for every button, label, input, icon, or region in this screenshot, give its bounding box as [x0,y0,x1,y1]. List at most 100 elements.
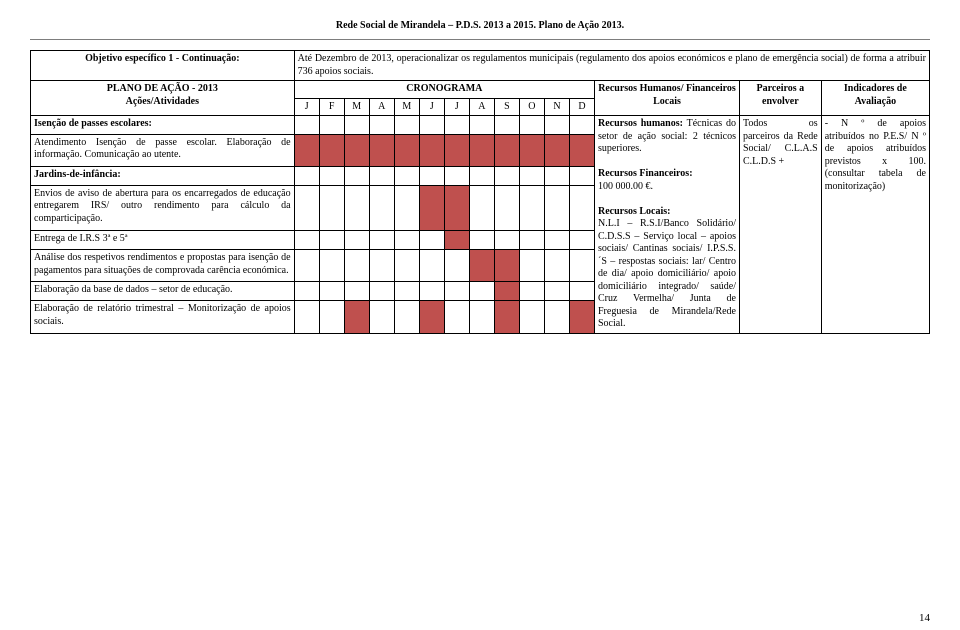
gantt-cell [294,301,319,333]
activity-text: Envios de aviso de abertura para os enca… [31,185,295,231]
gantt-cell [544,185,569,231]
gantt-cell [294,250,319,282]
indicadores-header: Indicadores de Avaliação [821,81,929,116]
gantt-cell [369,301,394,333]
gantt-cell [319,116,344,135]
gantt-cell [419,231,444,250]
plan-title: PLANO DE AÇÃO - 2013 [107,83,218,94]
objective-title: Objetivo específico 1 - Continuação: [85,53,239,64]
gantt-cell [294,282,319,301]
gantt-cell [419,301,444,333]
month-M2: M [394,98,419,116]
activity-row: Isenção de passes escolares:Recursos hum… [31,116,930,135]
gantt-cell [569,282,594,301]
gantt-cell [369,282,394,301]
activity-text: Entrega de I.R.S 3ª e 5ª [31,231,295,250]
intro-cell: Até Dezembro de 2013, operacionalizar os… [294,51,929,81]
gantt-cell [294,167,319,186]
gantt-cell [494,301,519,333]
gantt-cell [544,231,569,250]
intro-text: Até Dezembro de 2013, operacionalizar os… [298,53,926,77]
objective-title-cell: Objetivo específico 1 - Continuação: [31,51,295,81]
month-J2: J [419,98,444,116]
gantt-cell [469,282,494,301]
gantt-cell [544,301,569,333]
gantt-cell [369,250,394,282]
gantt-cell [469,231,494,250]
gantt-cell [394,116,419,135]
gantt-cell [519,231,544,250]
gantt-cell [569,185,594,231]
gantt-cell [469,301,494,333]
page-header: Rede Social de Mirandela – P.D.S. 2013 a… [30,20,930,31]
plan-header-cell: PLANO DE AÇÃO - 2013 Ações/Atividades [31,81,295,116]
month-D: D [569,98,594,116]
gantt-cell [444,250,469,282]
gantt-cell [469,116,494,135]
gantt-cell [394,301,419,333]
month-J3: J [444,98,469,116]
gantt-cell [544,282,569,301]
parceiros-cell: Todos os parceiros da Rede Social/ C.L.A… [739,116,821,334]
gantt-cell [344,282,369,301]
activity-text: Análise dos respetivos rendimentos e pro… [31,250,295,282]
gantt-cell [494,116,519,135]
month-J1: J [294,98,319,116]
rh-cell: Recursos humanos: Técnicas do setor de a… [595,116,740,334]
gantt-cell [294,116,319,135]
activity-text: Elaboração da base de dados – setor de e… [31,282,295,301]
gantt-cell [494,282,519,301]
gantt-cell [394,231,419,250]
gantt-cell [419,167,444,186]
gantt-cell [319,231,344,250]
gantt-cell [394,282,419,301]
gantt-cell [369,116,394,135]
month-A1: A [369,98,394,116]
activity-text: Isenção de passes escolares: [31,116,295,135]
gantt-cell [419,134,444,166]
gantt-cell [544,116,569,135]
gantt-cell [569,167,594,186]
gantt-cell [569,250,594,282]
month-O: O [519,98,544,116]
gantt-cell [344,167,369,186]
gantt-cell [319,250,344,282]
page-number: 14 [919,612,930,624]
gantt-cell [369,231,394,250]
indicadores-cell: - N º de apoios atribuídos no P.E.S/ N º… [821,116,929,334]
gantt-cell [294,185,319,231]
gantt-cell [369,185,394,231]
header-divider [30,39,930,40]
gantt-cell [444,301,469,333]
month-S: S [494,98,519,116]
parceiros-header: Parceiros a envolver [739,81,821,116]
gantt-cell [319,167,344,186]
gantt-cell [319,282,344,301]
gantt-cell [544,134,569,166]
gantt-cell [494,185,519,231]
gantt-cell [519,301,544,333]
gantt-cell [569,231,594,250]
month-M1: M [344,98,369,116]
gantt-cell [444,167,469,186]
gantt-cell [494,250,519,282]
gantt-cell [569,116,594,135]
month-A2: A [469,98,494,116]
plan-subtitle: Ações/Atividades [126,96,199,107]
gantt-cell [469,185,494,231]
gantt-cell [294,231,319,250]
activity-text: Elaboração de relatório trimestral – Mon… [31,301,295,333]
gantt-cell [319,185,344,231]
gantt-cell [294,134,319,166]
gantt-cell [519,116,544,135]
gantt-cell [369,167,394,186]
gantt-cell [494,231,519,250]
rh-header: Recursos Humanos/ Financeiros Locais [595,81,740,116]
gantt-cell [469,250,494,282]
month-F: F [319,98,344,116]
gantt-cell [344,250,369,282]
gantt-cell [394,250,419,282]
gantt-cell [469,167,494,186]
action-plan-table: Objetivo específico 1 - Continuação: Até… [30,50,930,334]
gantt-cell [344,231,369,250]
